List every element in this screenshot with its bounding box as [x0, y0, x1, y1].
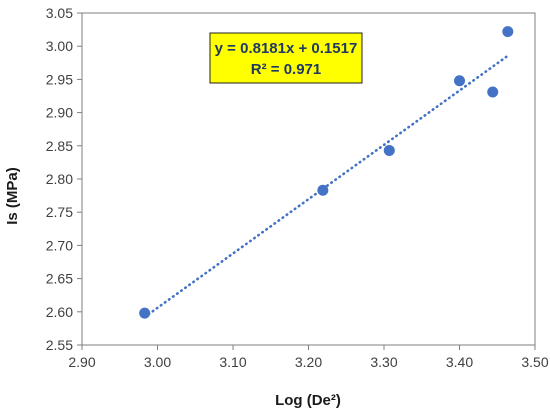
y-tick-label: 2.60: [46, 304, 73, 320]
x-tick-label: 3.20: [295, 354, 322, 370]
y-axis-title: Is (MPa): [4, 167, 21, 225]
y-tick-label: 3.00: [46, 38, 73, 54]
r-squared-label: R² = 0.971: [251, 61, 321, 78]
axes: 2.90 3.00 3.10 3.20 3.30 3.40 3.50 2.55 2.60 2.65…: [46, 5, 549, 370]
x-tick-label: 3.30: [370, 354, 397, 370]
y-tick-label: 2.80: [46, 171, 73, 187]
equation-annotation: y = 0.8181x + 0.1517 R² = 0.971: [209, 32, 363, 84]
y-tick-label: 2.75: [46, 204, 73, 220]
data-point: [454, 75, 465, 87]
trendline: [143, 54, 510, 319]
x-axis-title: Log (De²): [275, 392, 341, 409]
data-point: [383, 144, 395, 156]
y-tick-label: 2.70: [46, 237, 73, 253]
data-point: [487, 86, 499, 98]
x-tick-label: 3.50: [521, 354, 548, 370]
x-tick-label: 3.40: [446, 354, 473, 370]
x-tick-label: 2.90: [68, 354, 95, 370]
trendline-equation: y = 0.8181x + 0.1517: [215, 40, 358, 57]
data-point: [502, 26, 514, 38]
data-points: [139, 26, 514, 319]
y-tick-label: 2.55: [46, 337, 73, 353]
equation-box: [209, 32, 363, 84]
x-tick-label: 3.10: [219, 354, 246, 370]
y-tick-label: 2.65: [46, 271, 73, 287]
data-point: [139, 307, 151, 319]
x-tick-label: 3.00: [144, 354, 171, 370]
y-tick-label: 2.95: [46, 71, 73, 87]
trendline-layer: [143, 54, 510, 319]
y-tick-label: 2.90: [46, 105, 73, 121]
y-tick-label: 3.05: [46, 5, 73, 21]
y-tick-label: 2.85: [46, 138, 73, 154]
data-point: [317, 184, 329, 196]
